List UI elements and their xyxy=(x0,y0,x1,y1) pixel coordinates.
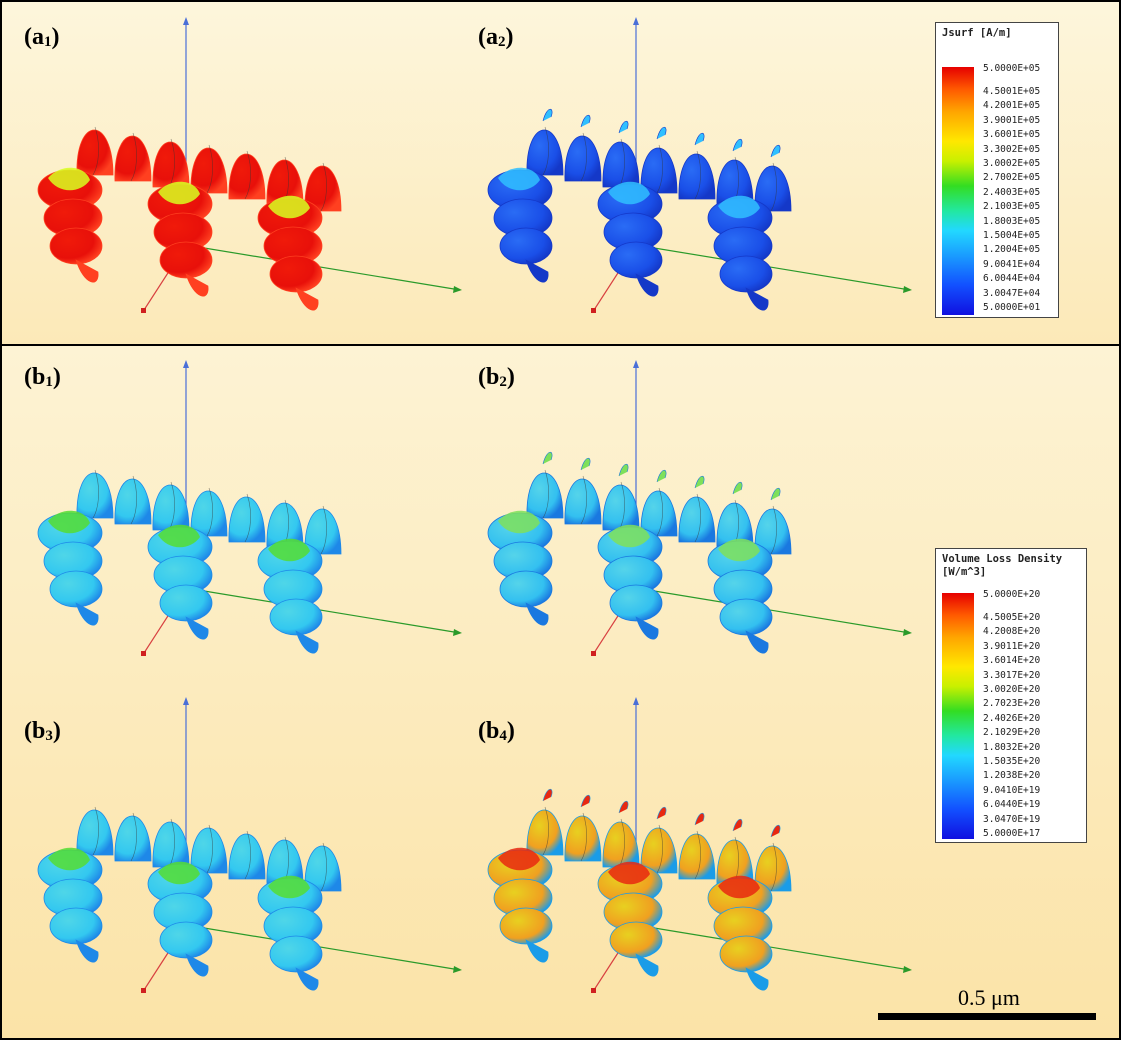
legend-tick-label: 1.8032E+20 xyxy=(983,741,1041,753)
figure-b3 xyxy=(20,695,465,1015)
helix-back-row xyxy=(526,788,792,892)
legend-tick-label: 2.4003E+05 xyxy=(983,186,1041,198)
helix-render xyxy=(37,360,462,656)
label-a1: (a1) xyxy=(24,24,60,50)
helix-render xyxy=(487,360,912,656)
legend-tick-label: 4.5001E+05 xyxy=(983,86,1041,97)
legend-tick-label: 4.2001E+05 xyxy=(983,100,1041,112)
legend-jsurf-title: Jsurf [A/m] xyxy=(942,27,1012,39)
helix-back-row xyxy=(526,108,792,212)
helix-render xyxy=(37,17,462,313)
legend-tick-label: 9.0041E+04 xyxy=(983,258,1041,270)
figure-b1 xyxy=(20,358,465,678)
legend-tick-label: 3.9011E+20 xyxy=(983,640,1041,652)
legend-tick-label: 3.0470E+19 xyxy=(983,813,1041,825)
legend-tick-label: 1.2038E+20 xyxy=(983,770,1041,782)
legend-tick-label: 5.0000E+05 xyxy=(983,63,1041,74)
legend-tick-label: 2.7002E+05 xyxy=(983,172,1041,184)
legend-tick-label: 2.7023E+20 xyxy=(983,698,1041,710)
legend-tick-label: 2.1003E+05 xyxy=(983,201,1041,213)
figure-b2 xyxy=(470,358,915,678)
label-b1: (b1) xyxy=(24,364,61,390)
legend-tick-label: 9.0410E+19 xyxy=(983,784,1041,796)
legend-tick-label: 4.5005E+20 xyxy=(983,612,1041,623)
legend-tick-label: 1.2004E+05 xyxy=(983,244,1041,256)
helix-front-row xyxy=(487,847,773,991)
legend-tick-label: 6.0440E+19 xyxy=(983,799,1041,811)
scale-bar-label: 0.5 μm xyxy=(958,985,1020,1010)
legend-tick-label: 6.0044E+04 xyxy=(983,273,1041,285)
legend-tick-label: 3.6001E+05 xyxy=(983,129,1041,141)
label-b4: (b4) xyxy=(478,718,515,744)
helix-back-row xyxy=(76,806,342,892)
helix-front-row xyxy=(487,510,773,654)
legend-tick-label: 3.3002E+05 xyxy=(983,143,1041,155)
helix-render xyxy=(487,17,912,313)
label-b2: (b2) xyxy=(478,364,515,390)
legend-volume-loss: Volume Loss Density [W/m^3] 5.0000E+20 4.… xyxy=(935,548,1087,843)
helix-front-row xyxy=(37,847,323,991)
figure-a2 xyxy=(470,15,915,335)
legend-tick-label: 5.0000E+20 xyxy=(983,589,1041,600)
legend-tick-label: 2.1029E+20 xyxy=(983,727,1041,739)
label-a2: (a2) xyxy=(478,24,514,50)
helix-front-row xyxy=(37,510,323,654)
legend-tick-label: 3.6014E+20 xyxy=(983,655,1041,667)
legend-tick-label: 3.0047E+04 xyxy=(983,287,1041,299)
helix-back-row xyxy=(526,451,792,555)
legend-jsurf: Jsurf [A/m] 5.0000E+05 4.5001E+05 4.2001E+… xyxy=(935,22,1059,318)
helix-back-row xyxy=(76,469,342,555)
helix-render xyxy=(37,697,462,993)
legend-tick-label: 3.9001E+05 xyxy=(983,114,1041,126)
legend-vld-colorbar xyxy=(942,593,974,839)
figure-b4 xyxy=(470,695,915,1015)
legend-tick-label: 3.3017E+20 xyxy=(983,669,1041,681)
legend-tick-label: 3.0002E+05 xyxy=(983,158,1041,169)
legend-jsurf-colorbar xyxy=(942,67,974,315)
legend-tick-label: 5.0000E+01 xyxy=(983,302,1041,313)
legend-vld-title: Volume Loss Density [W/m^3] xyxy=(942,553,1063,578)
legend-tick-label: 3.0020E+20 xyxy=(983,684,1041,695)
legend-tick-label: 1.5004E+05 xyxy=(983,230,1041,241)
legend-tick-label: 1.8003E+05 xyxy=(983,215,1041,227)
legend-tick-label: 1.5035E+20 xyxy=(983,756,1041,767)
legend-tick-label: 4.2008E+20 xyxy=(983,626,1041,638)
helix-render xyxy=(487,697,912,993)
helix-front-row xyxy=(487,167,773,311)
legend-tick-label: 5.0000E+17 xyxy=(983,828,1041,839)
legend-tick-label: 2.4026E+20 xyxy=(983,712,1041,724)
scale-bar xyxy=(878,1013,1096,1020)
helix-back-row xyxy=(76,126,342,212)
helix-front-row xyxy=(37,167,323,311)
label-b3: (b3) xyxy=(24,718,61,744)
figure-a1 xyxy=(20,15,465,335)
